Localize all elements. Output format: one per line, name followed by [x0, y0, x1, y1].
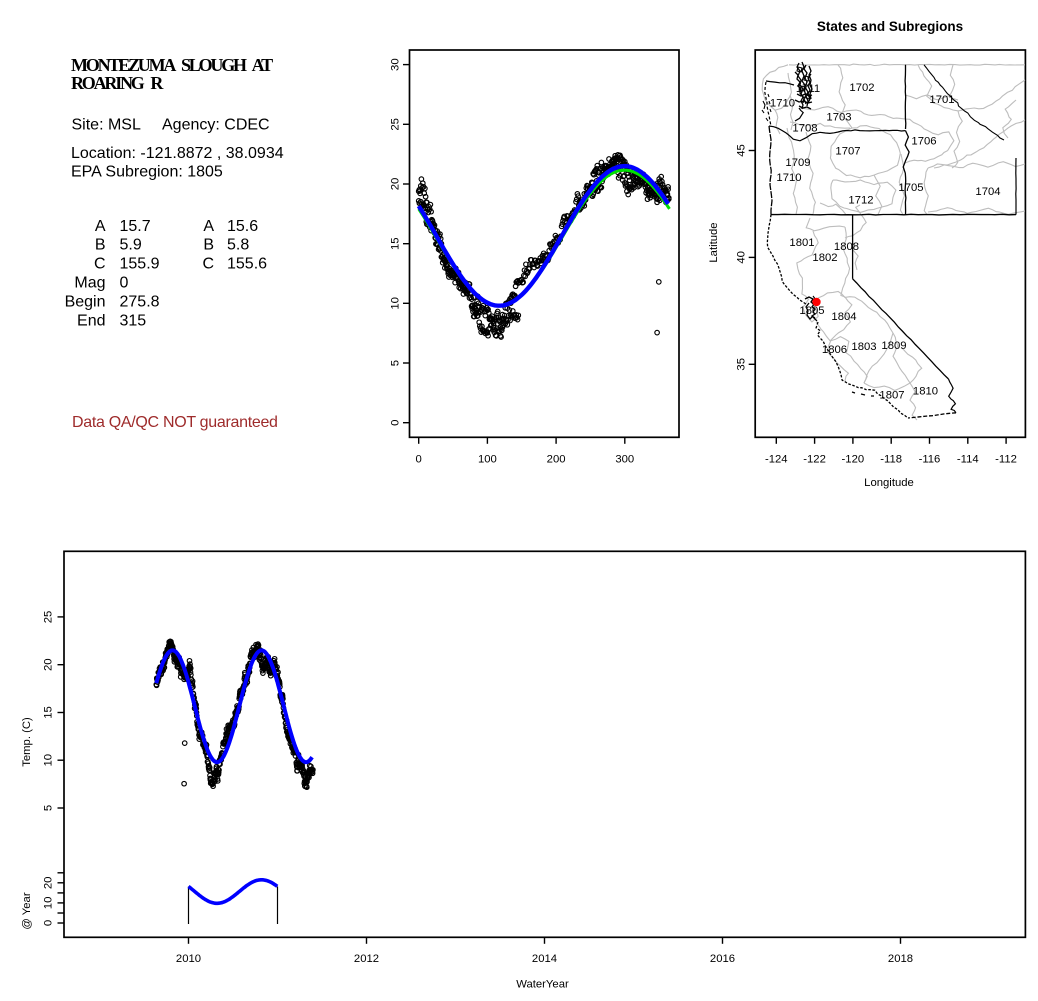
svg-text:15.7: 15.7 — [120, 218, 151, 235]
svg-text:-114: -114 — [957, 454, 979, 466]
svg-text:5: 5 — [43, 805, 55, 811]
svg-text:100: 100 — [478, 454, 497, 466]
svg-text:20: 20 — [43, 658, 55, 671]
svg-text:-112: -112 — [995, 454, 1017, 466]
svg-text:1709: 1709 — [785, 157, 810, 169]
svg-text:Latitude: Latitude — [708, 222, 720, 262]
svg-text:Temp. (C): Temp. (C) — [21, 717, 33, 767]
svg-text:1702: 1702 — [849, 82, 874, 94]
svg-text:WaterYear: WaterYear — [516, 979, 569, 991]
svg-text:1701: 1701 — [929, 94, 954, 106]
svg-text:C: C — [94, 256, 106, 273]
svg-text:200: 200 — [547, 454, 566, 466]
svg-text:Mag: Mag — [74, 275, 105, 292]
svg-text:10: 10 — [390, 297, 402, 310]
svg-text:0: 0 — [120, 275, 129, 292]
svg-text:0: 0 — [390, 420, 402, 426]
svg-text:30: 30 — [390, 58, 402, 71]
svg-text:Begin: Begin — [65, 293, 106, 310]
svg-text:5.9: 5.9 — [120, 237, 142, 254]
svg-text:1711: 1711 — [796, 83, 820, 95]
svg-text:315: 315 — [120, 312, 147, 329]
svg-text:1710: 1710 — [776, 172, 801, 184]
svg-text:B: B — [95, 237, 106, 254]
svg-text:155.6: 155.6 — [227, 256, 267, 273]
svg-text:A: A — [95, 218, 106, 235]
svg-text:1810: 1810 — [913, 386, 938, 398]
svg-text:End: End — [77, 312, 105, 329]
svg-text:Longitude: Longitude — [864, 477, 914, 489]
svg-text:States and Subregions: States and Subregions — [817, 19, 963, 34]
svg-text:10: 10 — [43, 754, 55, 767]
svg-text:-118: -118 — [880, 454, 902, 466]
svg-text:25: 25 — [390, 118, 402, 131]
svg-text:1703: 1703 — [826, 112, 851, 124]
svg-text:45: 45 — [736, 144, 748, 157]
svg-text:@ Year: @ Year — [21, 892, 33, 929]
svg-text:1705: 1705 — [898, 182, 923, 194]
svg-text:0: 0 — [43, 920, 55, 926]
svg-text:1801: 1801 — [789, 237, 814, 249]
svg-text:20: 20 — [390, 178, 402, 191]
svg-text:15: 15 — [390, 237, 402, 250]
svg-text:2016: 2016 — [710, 953, 735, 965]
svg-text:1707: 1707 — [835, 146, 860, 158]
svg-text:5: 5 — [390, 360, 402, 366]
svg-text:15.6: 15.6 — [227, 218, 258, 235]
svg-text:1802: 1802 — [812, 252, 837, 264]
svg-text:155.9: 155.9 — [120, 256, 160, 273]
svg-text:1806: 1806 — [822, 344, 847, 356]
svg-text:1704: 1704 — [975, 186, 1000, 198]
svg-text:300: 300 — [615, 454, 634, 466]
svg-text:0: 0 — [416, 454, 422, 466]
svg-text:15: 15 — [43, 706, 55, 719]
svg-text:40: 40 — [736, 251, 748, 264]
svg-text:Data QA/QC NOT guaranteed: Data QA/QC NOT guaranteed — [72, 414, 278, 431]
svg-text:2010: 2010 — [176, 953, 201, 965]
svg-text:B: B — [203, 237, 214, 254]
svg-text:1808: 1808 — [834, 241, 859, 253]
svg-text:1706: 1706 — [911, 136, 936, 148]
svg-text:ROARING R: ROARING R — [71, 73, 164, 93]
svg-text:5.8: 5.8 — [227, 237, 249, 254]
svg-text:1805: 1805 — [799, 305, 824, 317]
svg-text:2014: 2014 — [532, 953, 557, 965]
svg-text:1809: 1809 — [881, 340, 906, 352]
svg-text:1807: 1807 — [879, 390, 904, 402]
svg-text:-122: -122 — [803, 454, 826, 466]
svg-text:Location: -121.8872 , 38.0934: Location: -121.8872 , 38.0934 — [71, 145, 284, 162]
svg-text:-116: -116 — [919, 454, 941, 466]
svg-text:Agency: CDEC: Agency: CDEC — [162, 117, 270, 134]
svg-text:1710: 1710 — [770, 98, 795, 110]
svg-text:-120: -120 — [842, 454, 865, 466]
svg-text:1708: 1708 — [792, 123, 817, 135]
svg-text:MONTEZUMA SLOUGH AT: MONTEZUMA SLOUGH AT — [71, 55, 273, 75]
svg-text:2012: 2012 — [354, 953, 379, 965]
svg-text:10: 10 — [43, 897, 55, 910]
svg-text:EPA Subregion: 1805: EPA Subregion: 1805 — [71, 164, 223, 181]
svg-text:1712: 1712 — [848, 195, 873, 207]
svg-text:A: A — [203, 218, 214, 235]
svg-text:C: C — [202, 256, 214, 273]
svg-text:1803: 1803 — [851, 341, 876, 353]
svg-text:-124: -124 — [765, 454, 788, 466]
svg-text:25: 25 — [43, 611, 55, 624]
svg-text:20: 20 — [43, 877, 55, 890]
svg-text:2018: 2018 — [888, 953, 913, 965]
svg-text:Site: MSL: Site: MSL — [72, 117, 141, 134]
svg-text:1804: 1804 — [831, 311, 856, 323]
svg-text:35: 35 — [736, 358, 748, 371]
svg-text:275.8: 275.8 — [120, 293, 160, 310]
